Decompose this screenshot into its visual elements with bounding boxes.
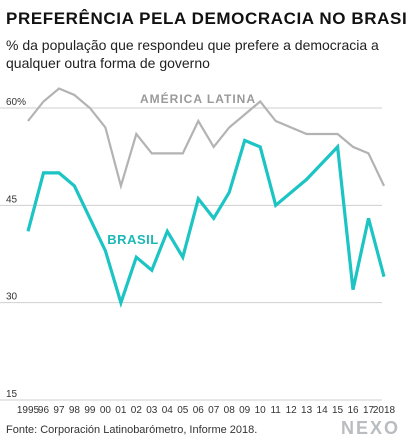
x-tick-label: 11 <box>270 405 281 416</box>
x-tick-label: 96 <box>38 405 50 416</box>
x-tick-label: 09 <box>239 405 251 416</box>
x-tick-label: 98 <box>69 405 81 416</box>
series-label: BRASIL <box>107 232 158 247</box>
series-label: AMÉRICA LATINA <box>140 91 256 106</box>
x-tick-label: 01 <box>115 405 127 416</box>
x-tick-label: 15 <box>332 405 344 416</box>
x-tick-label: 16 <box>347 405 359 416</box>
x-tick-label: 08 <box>224 405 236 416</box>
y-tick-label: 15 <box>6 389 18 400</box>
x-tick-label: 99 <box>84 405 96 416</box>
series-line-am-rica-latina <box>27 87 385 190</box>
x-tick-label: 14 <box>317 405 329 416</box>
x-tick-label: 06 <box>193 405 205 416</box>
chart-title: PREFERÊNCIA PELA DEMOCRACIA NO BRASIL <box>6 9 408 28</box>
x-tick-label: 05 <box>177 405 189 416</box>
x-tick-label: 07 <box>208 405 220 416</box>
x-tick-label: 10 <box>255 405 267 416</box>
x-tick-label: 02 <box>131 405 143 416</box>
x-tick-label: 1995 <box>17 405 40 416</box>
x-tick-label: 2018 <box>373 405 396 416</box>
chart-subtitle: % da população que respondeu que prefere… <box>6 37 379 71</box>
y-tick-label: 45 <box>6 194 18 205</box>
x-tick-label: 03 <box>146 405 158 416</box>
x-tick-label: 13 <box>301 405 313 416</box>
x-tick-label: 97 <box>53 405 65 416</box>
brand-logo: NEXO <box>340 418 400 438</box>
y-tick-label: 30 <box>6 292 18 303</box>
x-tick-label: 17 <box>363 405 375 416</box>
x-tick-label: 00 <box>100 405 112 416</box>
y-tick-label: 60% <box>6 97 26 108</box>
source-note: Fonte: Corporación Latinobarómetro, Info… <box>6 424 258 436</box>
x-tick-label: 04 <box>162 405 174 416</box>
series-line-brasil <box>26 138 386 308</box>
x-tick-label: 12 <box>286 405 298 416</box>
